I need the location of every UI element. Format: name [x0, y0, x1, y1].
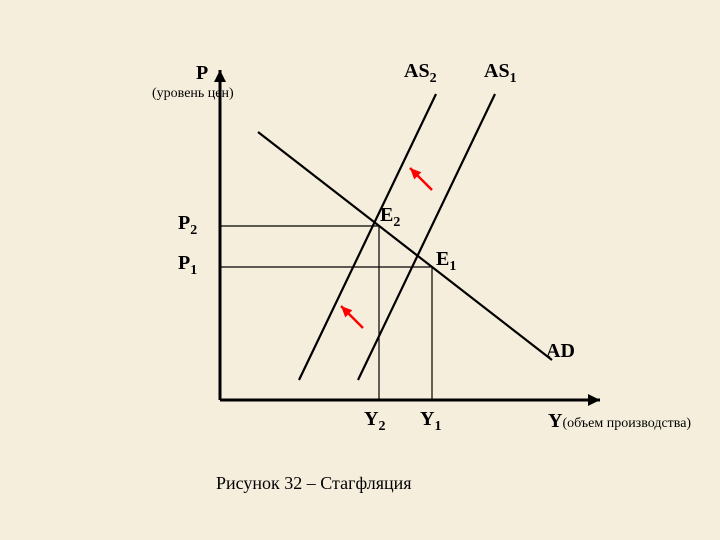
label-AS2-text: AS — [404, 60, 430, 82]
label-P1-text: P — [178, 252, 190, 274]
label-Y1: Y1 — [420, 408, 441, 434]
label-E2-sub: 2 — [393, 215, 400, 230]
label-P-sub: (уровень цен) — [152, 86, 222, 101]
label-P-text: P — [196, 62, 208, 84]
label-Y2-text: Y — [364, 408, 378, 430]
label-P1: P1 — [178, 252, 197, 278]
label-E1-text: E — [436, 248, 449, 270]
label-Y1-text: Y — [420, 408, 434, 430]
label-Y2-sub: 2 — [378, 419, 385, 434]
label-E2: E2 — [380, 204, 400, 230]
label-E1-sub: 1 — [449, 259, 456, 274]
label-P2-sub: 2 — [190, 223, 197, 238]
label-P: P — [196, 62, 208, 84]
label-AS1-sub: 1 — [510, 71, 517, 86]
label-Y-sub-text: (объем производства) — [562, 416, 691, 431]
label-P1-sub: 1 — [190, 263, 197, 278]
label-Y: Y(объем производства) — [548, 410, 718, 433]
diagram-svg — [0, 0, 720, 540]
caption-text: Рисунок 32 – Стагфляция — [216, 473, 412, 493]
label-Y1-sub: 1 — [434, 419, 441, 434]
label-AS1-text: AS — [484, 60, 510, 82]
label-P-sub-text: (уровень цен) — [152, 86, 234, 101]
label-AS2-sub: 2 — [430, 71, 437, 86]
label-P2-text: P — [178, 212, 190, 234]
label-Y2: Y2 — [364, 408, 385, 434]
label-E2-text: E — [380, 204, 393, 226]
diagram-stage: P (уровень цен) Y(объем производства) AS… — [0, 0, 720, 540]
label-AD-text: AD — [546, 340, 575, 362]
label-AS1: AS1 — [484, 60, 517, 86]
label-AD: AD — [546, 340, 575, 362]
caption: Рисунок 32 – Стагфляция — [216, 474, 412, 494]
label-AS2: AS2 — [404, 60, 437, 86]
label-Y-text: Y — [548, 410, 562, 432]
label-P2: P2 — [178, 212, 197, 238]
label-E1: E1 — [436, 248, 456, 274]
